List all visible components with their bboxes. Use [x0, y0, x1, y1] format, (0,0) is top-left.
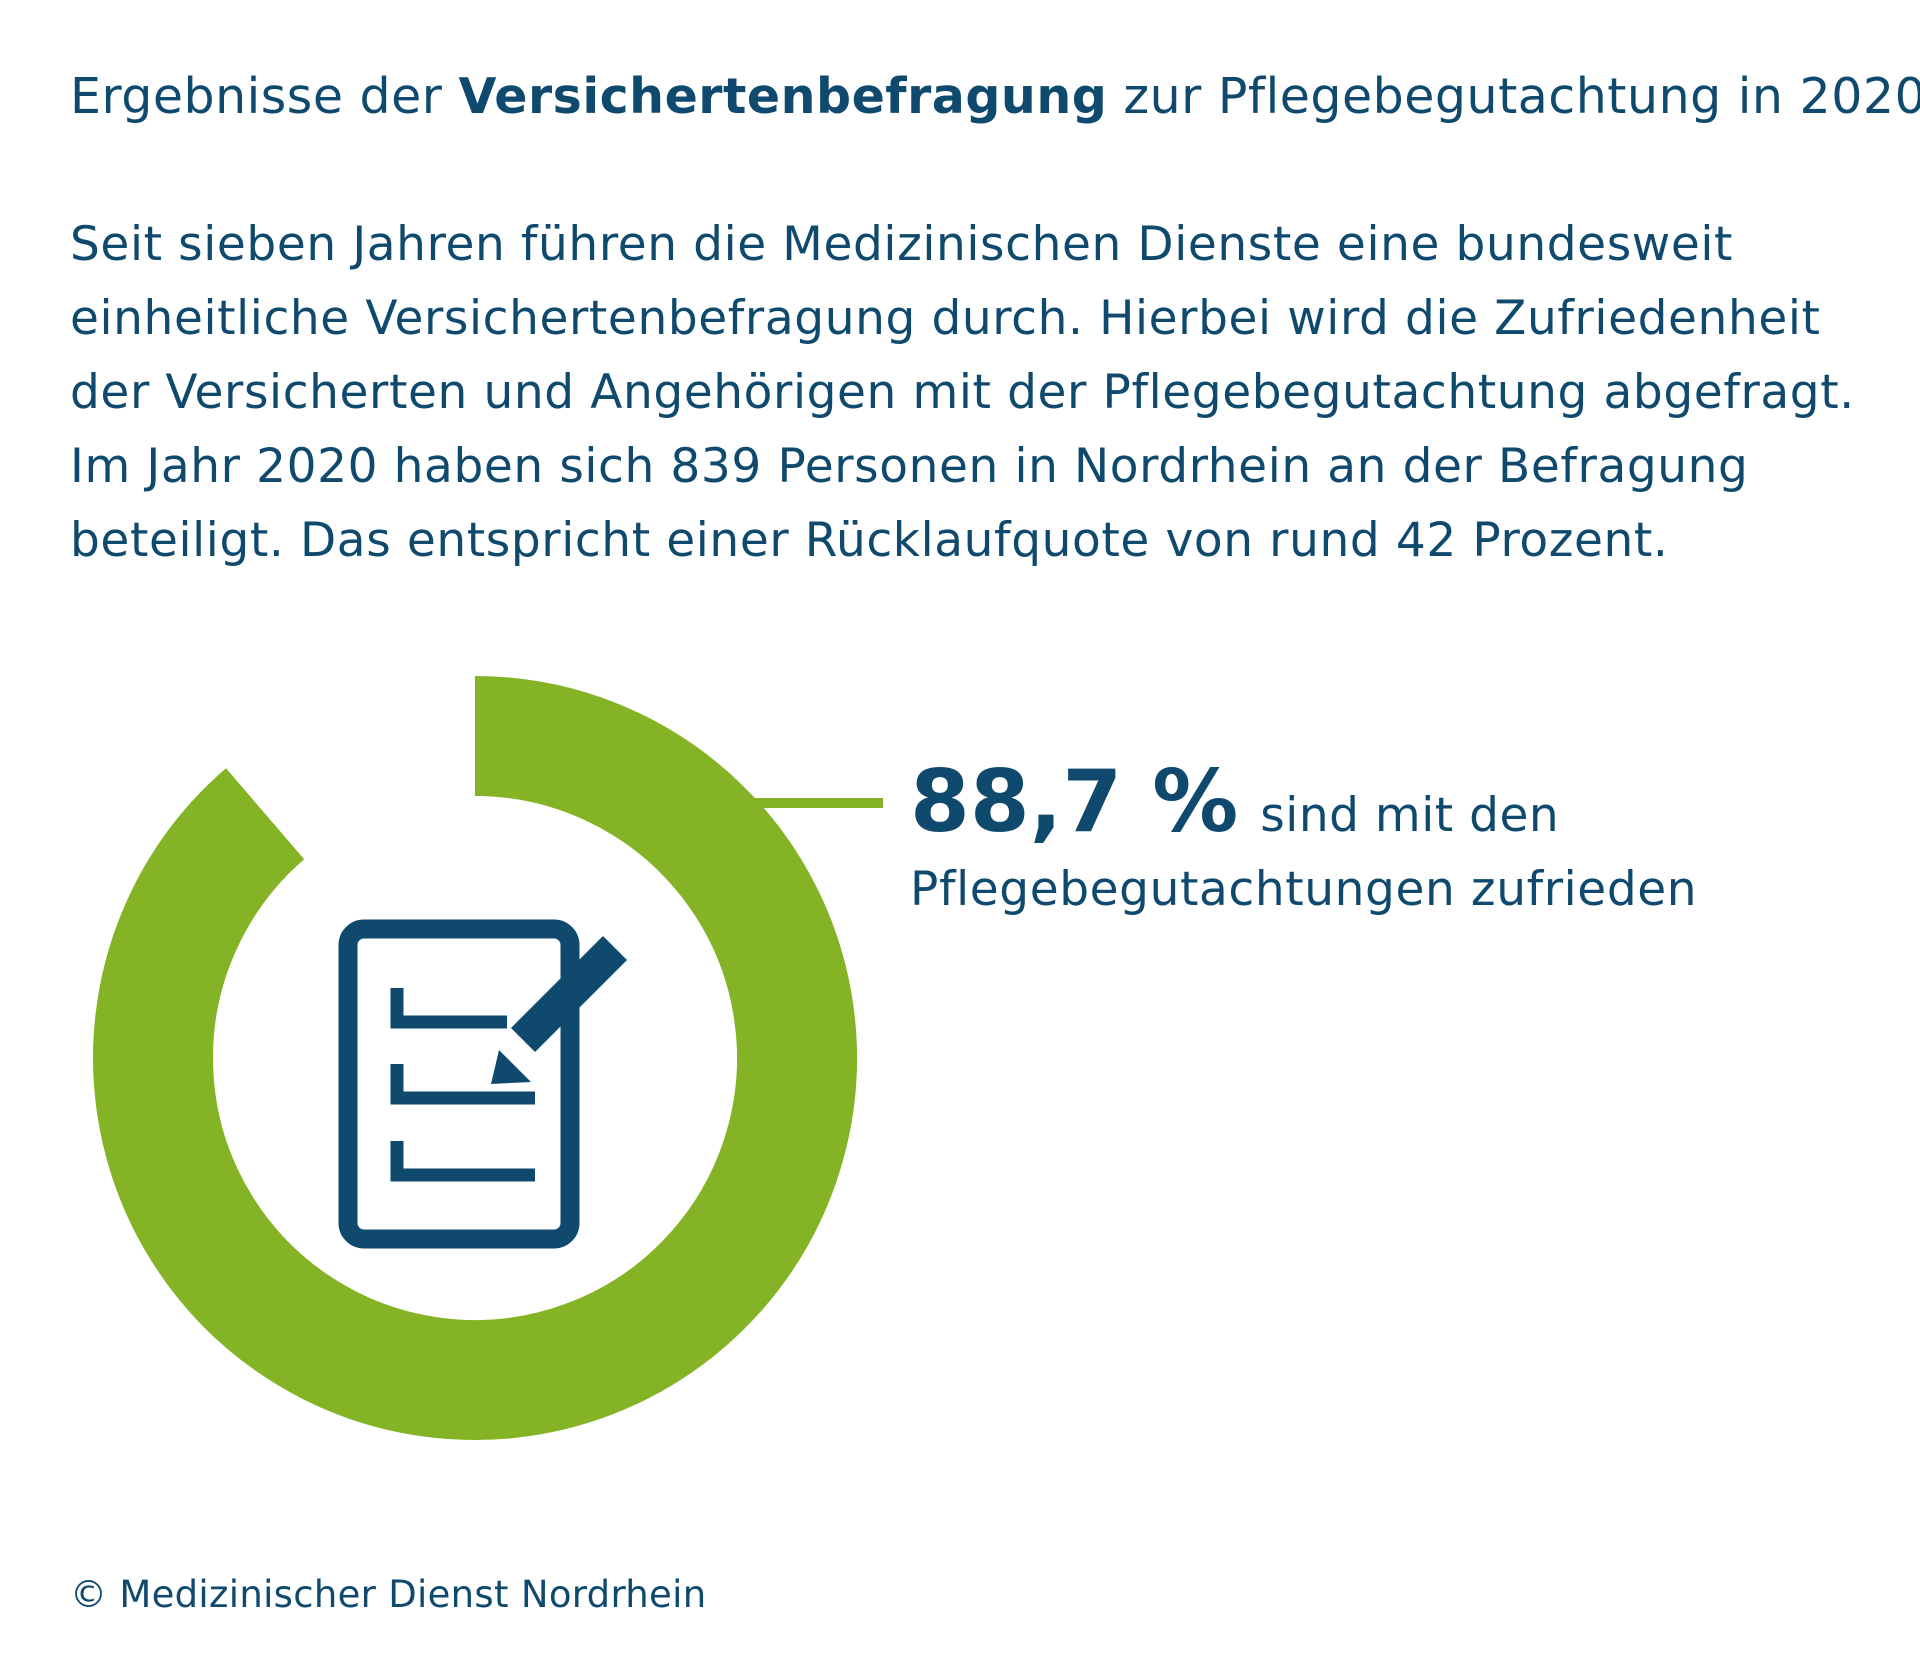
intro-line: beteiligt. Das entspricht einer Rücklauf…: [70, 513, 1669, 568]
donut-slice-satisfied: [93, 676, 857, 1440]
intro-line: Seit sieben Jahren führen die Medizinisc…: [70, 217, 1734, 272]
intro-paragraph: Seit sieben Jahren führen die Medizinisc…: [70, 208, 1870, 578]
copyright-footer: © Medizinischer Dienst Nordrhein: [70, 1573, 707, 1616]
title-suffix: zur Pflegebegutachtung in 2020: [1107, 68, 1920, 125]
intro-line: einheitliche Versichertenbefragung durch…: [70, 291, 1821, 346]
title-bold: Versichertenbefragung: [458, 68, 1108, 125]
document-with-pencil-icon: [338, 919, 628, 1249]
stat-text-line1: sind mit den: [1260, 788, 1560, 843]
intro-line: Im Jahr 2020 haben sich 839 Personen in …: [70, 439, 1749, 494]
intro-line: der Versicherten und Angehörigen mit der…: [70, 365, 1855, 420]
stat-value: 88,7 %: [910, 752, 1239, 852]
stat-text-line2: Pflegebegutachtungen zufrieden: [910, 862, 1698, 917]
stat-headline: 88,7 % sind mit den: [910, 752, 1559, 866]
page-title: Ergebnisse der Versichertenbefragung zur…: [70, 62, 1920, 132]
title-prefix: Ergebnisse der: [70, 68, 459, 125]
